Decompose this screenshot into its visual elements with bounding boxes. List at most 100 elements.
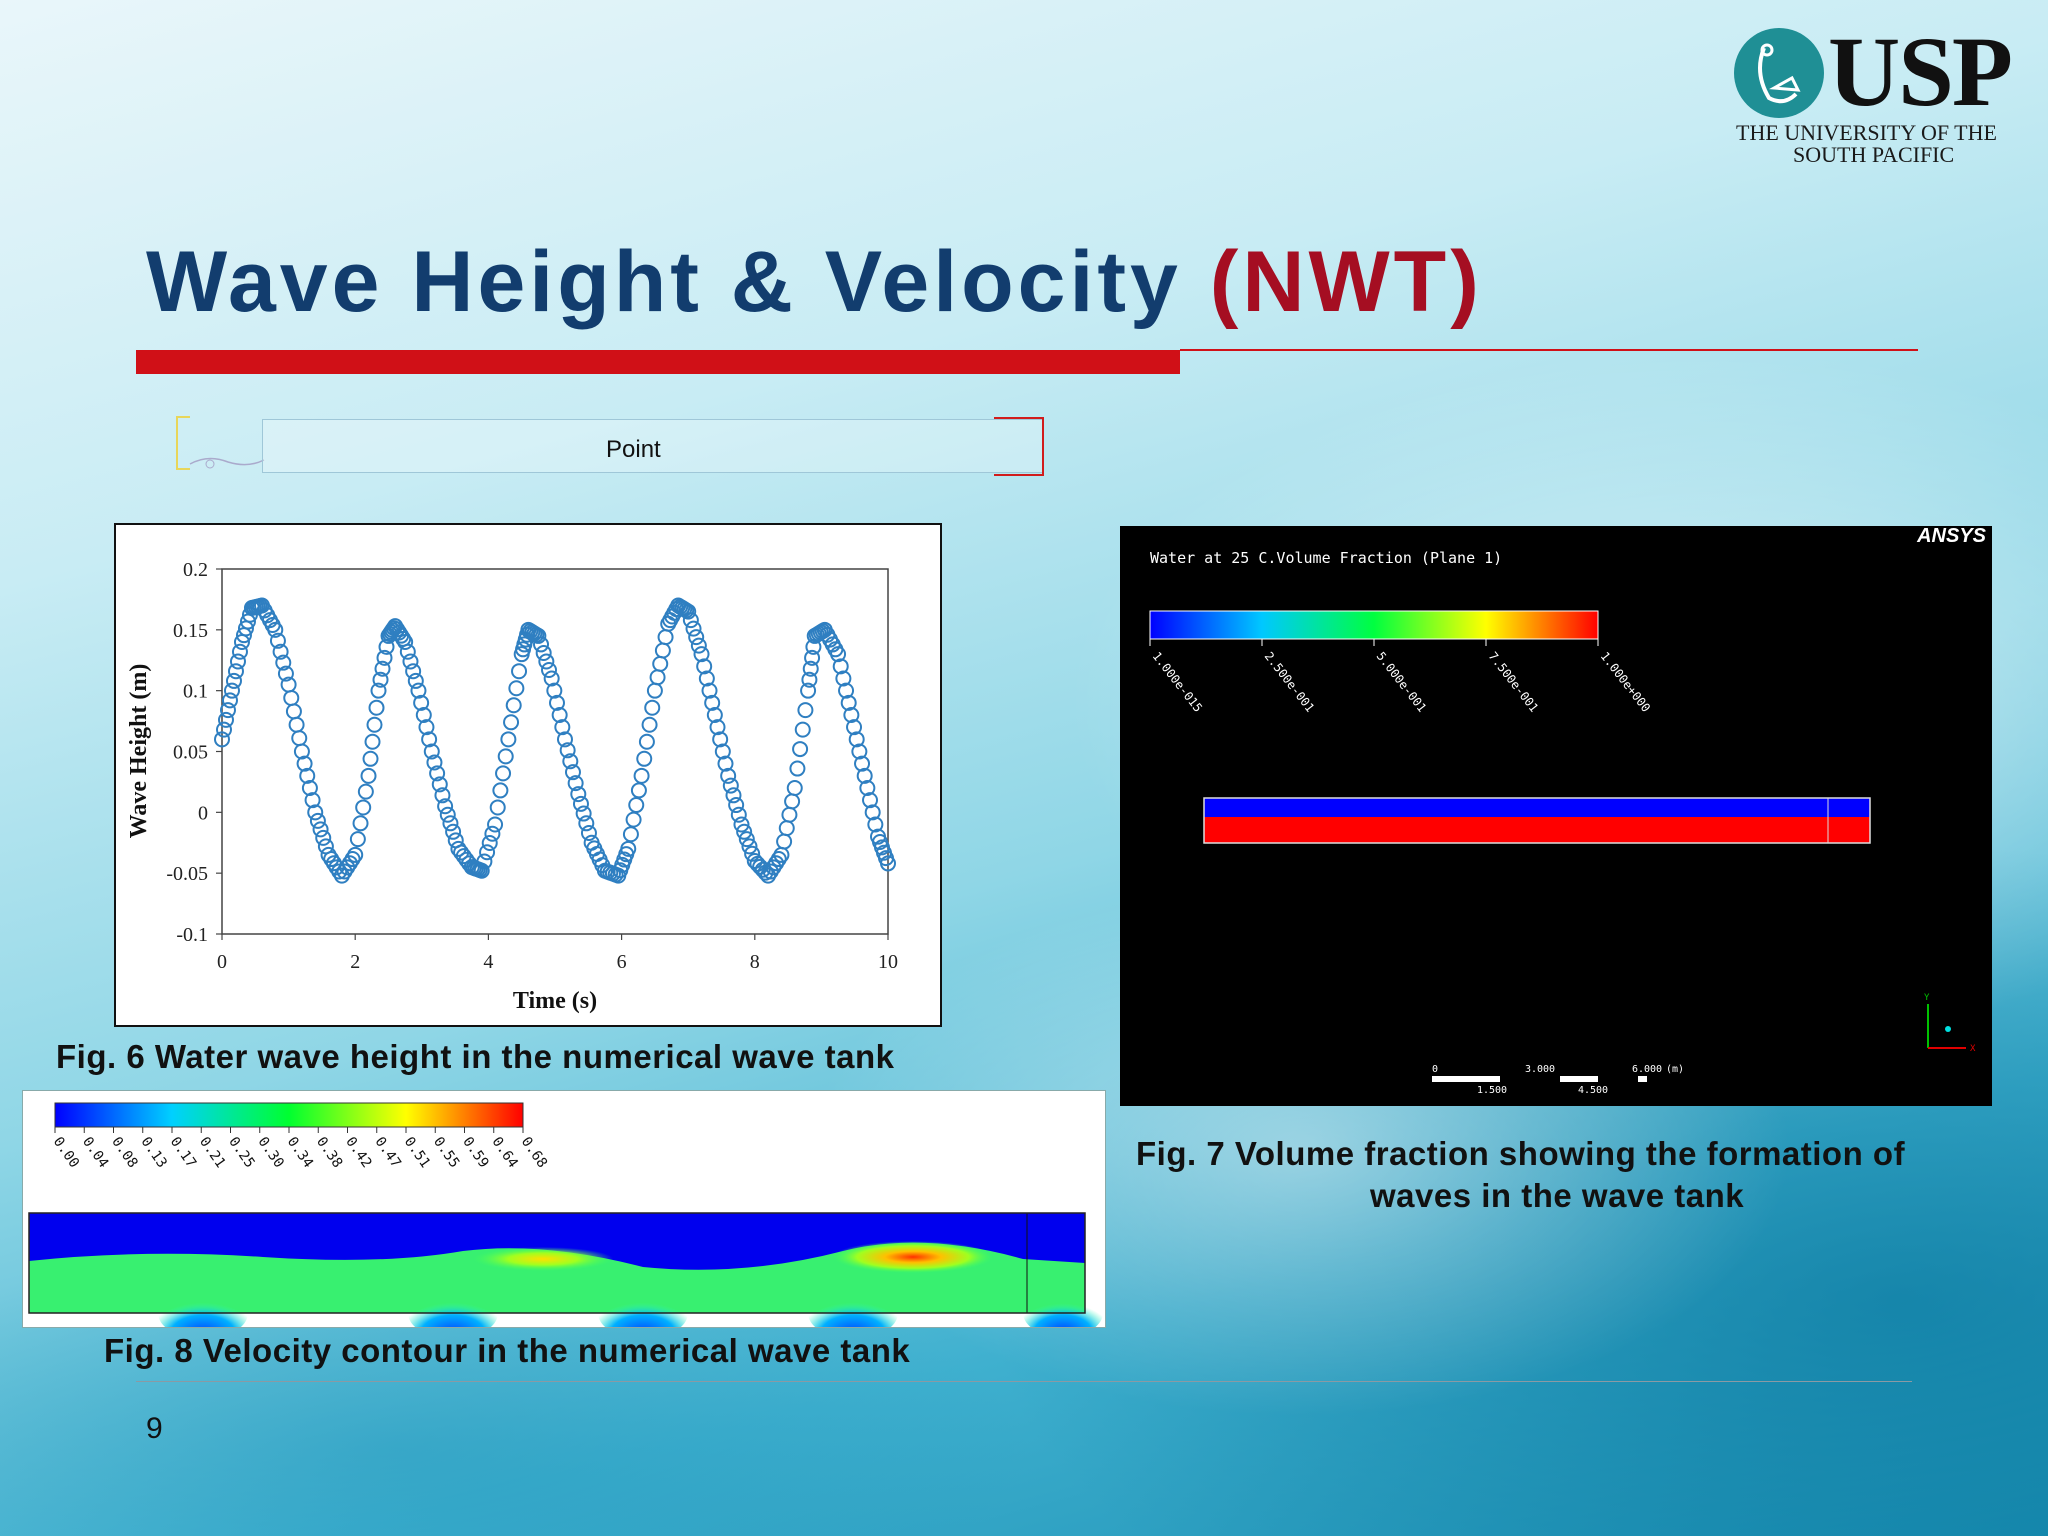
data-point	[374, 660, 391, 677]
data-point	[489, 799, 506, 816]
axis-y-label: Y	[1924, 993, 1930, 1003]
data-point	[347, 846, 364, 863]
y-tick-label: -0.05	[166, 863, 208, 885]
data-point	[442, 815, 459, 832]
x-tick-label: 6	[617, 951, 627, 973]
ansys-scale-bar: 0 3.000 6.000 (m) 1.500 4.500	[1432, 1064, 1684, 1096]
fig7-caption-line2: waves in the wave tank	[1370, 1177, 1745, 1214]
tank-outline	[1203, 797, 1871, 844]
velocity-tick-label: 0.38	[313, 1134, 345, 1171]
footer-divider	[136, 1381, 1912, 1382]
velocity-tick-label: 0.68	[518, 1134, 550, 1171]
data-point	[370, 682, 387, 699]
data-point	[219, 702, 236, 719]
data-point	[215, 721, 232, 738]
volume-fraction-figure: ANSYS Water at 25 C.Volume Fraction (Pla…	[1120, 525, 1992, 1106]
data-point	[538, 653, 555, 670]
data-point	[720, 767, 737, 784]
scale-unit: (m)	[1666, 1064, 1684, 1075]
data-point	[867, 816, 884, 833]
data-point	[580, 825, 597, 842]
data-point	[217, 711, 234, 728]
velocity-tick-label: 0.55	[430, 1134, 462, 1171]
data-point	[880, 855, 896, 872]
data-point	[644, 699, 661, 716]
ansys-tick-label: 5.000e-001	[1374, 649, 1430, 715]
data-point	[331, 863, 348, 880]
data-point	[508, 680, 525, 697]
data-point	[714, 743, 731, 760]
y-tick-label: 0	[198, 802, 208, 824]
data-point	[559, 742, 576, 759]
velocity-tick-label: 0.04	[79, 1134, 111, 1171]
data-point	[862, 792, 879, 809]
data-point	[570, 786, 587, 803]
data-point	[736, 823, 753, 840]
data-series	[214, 597, 896, 884]
data-point	[221, 692, 238, 709]
data-point	[846, 719, 863, 736]
data-point	[835, 670, 852, 687]
title-accent: (NWT)	[1209, 234, 1483, 330]
data-point	[293, 743, 310, 760]
velocity-legend-ticks: 0.000.040.080.130.170.210.250.300.340.38…	[50, 1127, 550, 1171]
y-tick-label: 0.2	[183, 559, 208, 581]
data-point	[680, 603, 697, 620]
data-point	[725, 787, 742, 804]
data-point	[357, 783, 374, 800]
data-point	[495, 765, 512, 782]
ansys-tick-label: 1.000e-015	[1150, 649, 1206, 715]
data-point	[789, 760, 806, 777]
data-point	[476, 853, 493, 870]
y-axis-ticks: -0.1 -0.05 0 0.05 0.1 0.15 0.2	[166, 559, 222, 946]
data-point	[429, 765, 446, 782]
data-point	[698, 670, 715, 687]
data-point	[741, 838, 758, 855]
data-point	[484, 825, 501, 842]
data-point	[439, 806, 456, 823]
data-point	[339, 859, 356, 876]
y-tick-label: 0.1	[183, 681, 208, 703]
data-point	[572, 795, 589, 812]
data-point	[402, 653, 419, 670]
data-point	[620, 840, 637, 857]
data-point	[301, 780, 318, 796]
scale-6000: 6.000	[1632, 1064, 1662, 1075]
data-point	[421, 731, 438, 748]
data-point	[688, 629, 705, 646]
ansys-brand: ANSYS	[1916, 526, 1987, 547]
scale-1500: 1.500	[1477, 1085, 1507, 1096]
data-point	[277, 665, 294, 682]
data-point	[231, 643, 248, 660]
fig6-caption: Fig. 6 Water wave height in the numerica…	[56, 1038, 895, 1075]
data-point	[423, 743, 440, 760]
data-point	[786, 780, 803, 796]
plot-area	[221, 568, 889, 935]
data-point	[794, 721, 811, 738]
data-point	[481, 834, 498, 851]
data-point	[366, 716, 383, 733]
x-tick-label: 10	[878, 951, 898, 973]
velocity-tick-label: 0.59	[459, 1134, 491, 1171]
data-point	[630, 782, 647, 799]
ansys-colorbar	[1149, 610, 1599, 640]
wave-height-chart: -0.1 -0.05 0 0.05 0.1 0.15 0.2 0 2 4 6 8 10 Time (s…	[114, 523, 942, 1027]
data-point	[804, 649, 821, 666]
data-point	[445, 823, 462, 840]
data-point	[765, 859, 782, 876]
data-point	[362, 750, 379, 767]
data-point	[792, 741, 809, 758]
data-point	[768, 855, 785, 872]
data-point	[431, 776, 448, 793]
data-point	[854, 755, 871, 772]
data-point	[548, 694, 565, 711]
data-point	[397, 634, 414, 650]
data-point	[214, 731, 230, 748]
data-point	[848, 731, 865, 748]
velocity-tick-label: 0.08	[108, 1134, 140, 1171]
velocity-contour-figure: 0.00 0.04 0.08 0.13 0.17 0.21 0.25 0.30 0.34 0.38…	[22, 1090, 1106, 1339]
data-point	[352, 815, 369, 832]
velocity-tick-label: 0.17	[167, 1134, 199, 1171]
data-point	[535, 644, 552, 661]
